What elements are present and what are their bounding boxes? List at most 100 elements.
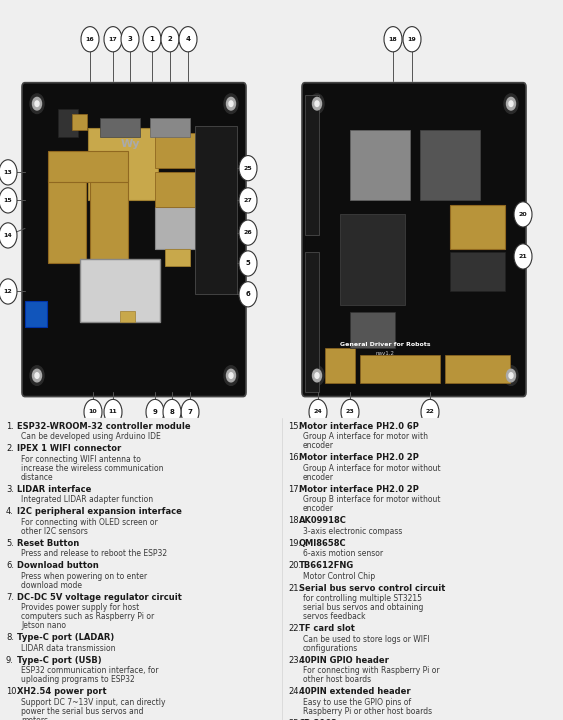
Text: XH2.54 power port: XH2.54 power port xyxy=(17,688,106,696)
Text: 9.: 9. xyxy=(6,656,14,665)
Text: Download button: Download button xyxy=(17,562,99,570)
Circle shape xyxy=(0,188,17,213)
Text: motors: motors xyxy=(21,716,48,720)
Text: Provides power supply for host: Provides power supply for host xyxy=(21,603,139,612)
Text: DC-DC 5V voltage regulator circuit: DC-DC 5V voltage regulator circuit xyxy=(17,593,182,602)
Text: 4: 4 xyxy=(185,36,190,42)
Text: General Driver for Robots: General Driver for Robots xyxy=(339,342,430,347)
Circle shape xyxy=(33,369,42,382)
Text: For connecting with OLED screen or: For connecting with OLED screen or xyxy=(21,518,158,527)
Text: Can be used to store logs or WIFI: Can be used to store logs or WIFI xyxy=(303,635,430,644)
Circle shape xyxy=(226,369,235,382)
Bar xyxy=(80,259,160,323)
Circle shape xyxy=(81,27,99,52)
Text: 7.: 7. xyxy=(6,593,14,602)
Circle shape xyxy=(421,400,439,425)
Circle shape xyxy=(224,366,238,385)
Circle shape xyxy=(84,400,102,425)
Text: download mode: download mode xyxy=(21,581,82,590)
Text: 23.: 23. xyxy=(288,656,301,665)
Bar xyxy=(445,354,510,382)
Text: TF card slot: TF card slot xyxy=(299,624,355,634)
Text: Jetson nano: Jetson nano xyxy=(21,621,66,631)
Text: 8: 8 xyxy=(169,409,175,415)
Circle shape xyxy=(161,27,179,52)
Text: For connecting WIFI antenna to: For connecting WIFI antenna to xyxy=(21,454,141,464)
Text: Wy: Wy xyxy=(120,140,140,149)
Circle shape xyxy=(312,369,321,382)
Text: 13: 13 xyxy=(3,170,12,175)
Text: TB6612FNG: TB6612FNG xyxy=(299,562,354,570)
Text: QMI8658C: QMI8658C xyxy=(299,539,347,548)
Text: 19.: 19. xyxy=(288,539,301,548)
Bar xyxy=(420,130,480,200)
Text: For connecting with Raspberry Pi or: For connecting with Raspberry Pi or xyxy=(303,667,440,675)
Text: Motor interface PH2.0 2P: Motor interface PH2.0 2P xyxy=(299,453,419,462)
Circle shape xyxy=(310,366,324,385)
Text: 21: 21 xyxy=(519,254,528,259)
Bar xyxy=(88,127,158,200)
Text: 25.: 25. xyxy=(288,719,301,720)
Text: 10.: 10. xyxy=(6,688,19,696)
Text: 21.: 21. xyxy=(288,584,301,593)
Text: CP-2102: CP-2102 xyxy=(299,719,338,720)
Text: 24.: 24. xyxy=(288,688,301,696)
Text: Easy to use the GPIO pins of: Easy to use the GPIO pins of xyxy=(303,698,411,707)
Circle shape xyxy=(0,279,17,304)
Text: encoder: encoder xyxy=(303,504,334,513)
Text: 7: 7 xyxy=(187,409,193,415)
Bar xyxy=(72,114,87,130)
Circle shape xyxy=(143,27,161,52)
Bar xyxy=(450,252,505,292)
Text: 23: 23 xyxy=(346,410,354,415)
Text: 22: 22 xyxy=(426,410,435,415)
Circle shape xyxy=(403,27,421,52)
Circle shape xyxy=(310,94,324,114)
Circle shape xyxy=(224,94,238,114)
FancyBboxPatch shape xyxy=(22,83,246,397)
Text: Press and release to reboot the ESP32: Press and release to reboot the ESP32 xyxy=(21,549,167,558)
Text: Group B interface for motor without: Group B interface for motor without xyxy=(303,495,440,504)
Circle shape xyxy=(163,400,181,425)
Circle shape xyxy=(514,202,532,227)
Circle shape xyxy=(315,373,319,379)
Text: Group A interface for motor without: Group A interface for motor without xyxy=(303,464,441,472)
Bar xyxy=(155,133,195,168)
Bar xyxy=(48,151,128,182)
Circle shape xyxy=(507,97,516,110)
Text: AK09918C: AK09918C xyxy=(299,516,347,525)
Text: Serial bus servo control circuit: Serial bus servo control circuit xyxy=(299,584,445,593)
Circle shape xyxy=(229,101,233,107)
Bar xyxy=(450,204,505,249)
Text: computers such as Raspberry Pi or: computers such as Raspberry Pi or xyxy=(21,612,154,621)
Circle shape xyxy=(229,373,233,379)
Circle shape xyxy=(312,97,321,110)
Text: Motor Control Chip: Motor Control Chip xyxy=(303,572,375,581)
Circle shape xyxy=(315,101,319,107)
Circle shape xyxy=(504,366,518,385)
Circle shape xyxy=(239,156,257,181)
Text: configurations: configurations xyxy=(303,644,358,653)
Text: 12: 12 xyxy=(3,289,12,294)
Circle shape xyxy=(104,27,122,52)
Bar xyxy=(48,179,86,264)
Text: Type-C port (USB): Type-C port (USB) xyxy=(17,656,102,665)
Text: ESP32 communication interface, for: ESP32 communication interface, for xyxy=(21,667,159,675)
Text: 3: 3 xyxy=(128,36,132,42)
Text: Raspberry Pi or other host boards: Raspberry Pi or other host boards xyxy=(303,707,432,716)
Bar xyxy=(340,215,405,305)
Text: increase the wireless communication: increase the wireless communication xyxy=(21,464,163,472)
Text: Support DC 7~13V input, can directly: Support DC 7~13V input, can directly xyxy=(21,698,166,707)
Text: 10: 10 xyxy=(89,410,97,415)
Text: 18.: 18. xyxy=(288,516,301,525)
Circle shape xyxy=(509,101,513,107)
Text: power the serial bus servos and: power the serial bus servos and xyxy=(21,707,144,716)
Bar xyxy=(150,117,190,138)
Text: 9: 9 xyxy=(153,409,158,415)
Text: for controlling multiple ST3215: for controlling multiple ST3215 xyxy=(303,594,422,603)
Text: 5.: 5. xyxy=(6,539,14,548)
Circle shape xyxy=(181,400,199,425)
Circle shape xyxy=(146,400,164,425)
Bar xyxy=(100,117,140,138)
Text: 11: 11 xyxy=(109,410,117,415)
